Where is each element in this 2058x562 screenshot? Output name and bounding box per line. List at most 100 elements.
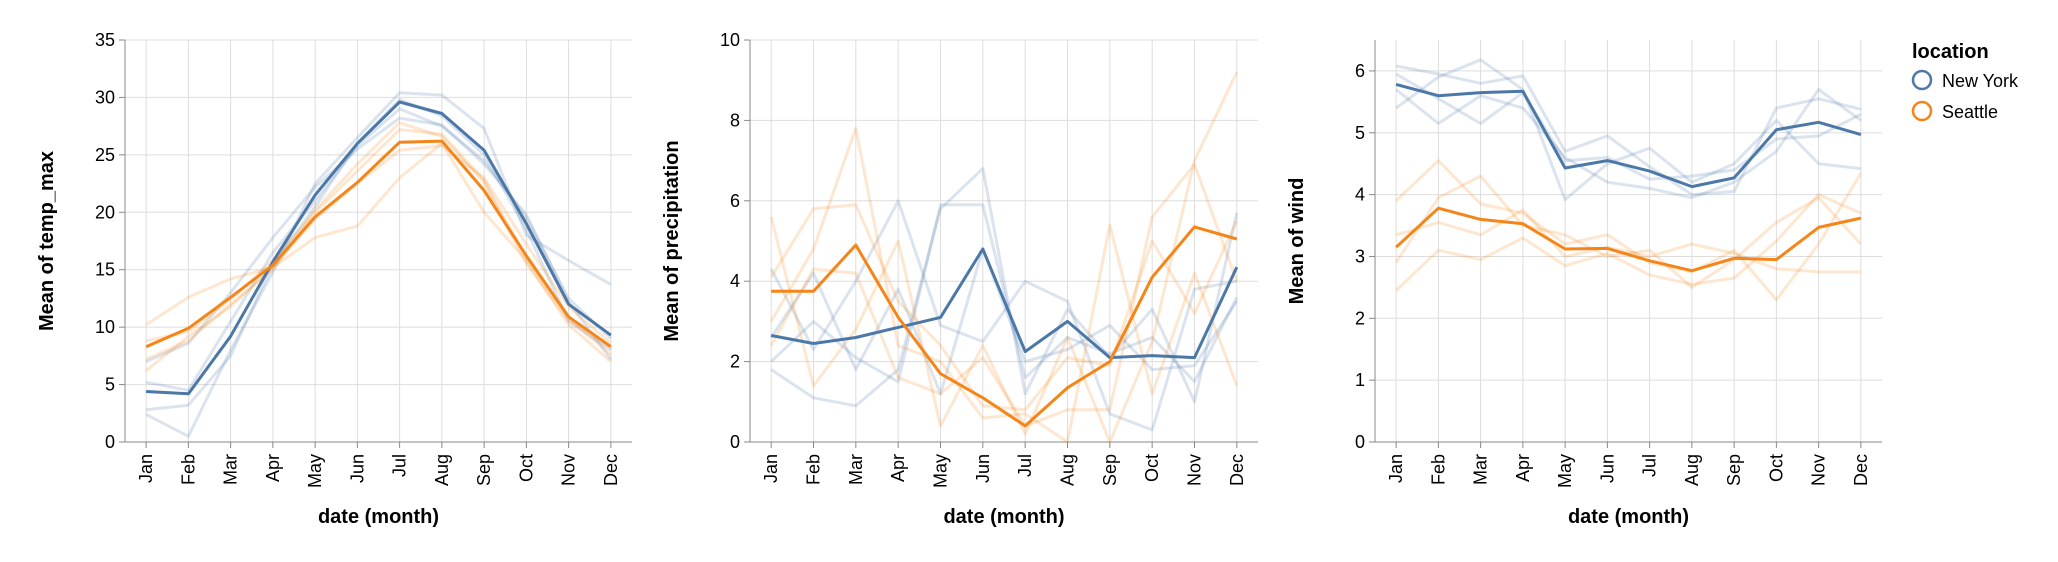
x-tick-label-may: May	[931, 454, 951, 488]
x-tick-label-feb: Feb	[804, 454, 824, 485]
series-lines	[145, 100, 612, 396]
panel-1: 0 5 10 15 20 25 30 35 Jan Feb Mar Apr May Jun Jul Aug Se…	[36, 30, 632, 528]
x-tick-label-mar: Mar	[846, 454, 866, 485]
series-line-new-york	[770, 247, 1239, 360]
x-tick-label-jul: Jul	[1640, 454, 1660, 477]
x-tick-label-dec: Dec	[1227, 454, 1247, 486]
faint-line-new-york-3	[1395, 88, 1862, 200]
x-tick-label-apr: Apr	[1513, 454, 1533, 482]
faint-line-seattle-8	[769, 203, 1239, 412]
x-tick-label-mar: Mar	[221, 454, 241, 485]
y-tick-label: 25	[95, 145, 115, 165]
x-tick-label-nov: Nov	[559, 454, 579, 486]
faint-line-new-york-1	[770, 167, 1239, 408]
legend: location New York Seattle	[1911, 41, 2019, 122]
x-tick-label-aug: Aug	[1682, 454, 1702, 486]
x-tick-label-nov: Nov	[1809, 454, 1829, 486]
y-axis-title: Mean of temp_max	[36, 151, 58, 331]
x-axis-title: date (month)	[1568, 506, 1689, 528]
series-line-new-york	[146, 100, 612, 396]
faint-line-new-york-4	[1395, 72, 1862, 181]
y-tick-label: 1	[1355, 370, 1365, 390]
x-tick-label-may: May	[1555, 454, 1575, 488]
y-tick-label: 6	[1355, 61, 1365, 81]
legend-title: location	[1912, 41, 1989, 63]
legend-label-seattle: Seattle	[1942, 102, 1998, 122]
x-tick-label-apr: Apr	[263, 454, 283, 482]
x-tick-label-oct: Oct	[516, 454, 536, 482]
x-tick-label-sep: Sep	[1100, 454, 1120, 486]
legend-entry-seattle[interactable]: Seattle	[1911, 100, 1998, 122]
x-tick-label-aug: Aug	[1058, 454, 1078, 486]
y-tick-label: 0	[105, 432, 115, 452]
x-tick-label-jan: Jan	[1386, 454, 1406, 483]
x-axis-title: date (month)	[318, 506, 439, 528]
faint-line-seattle-6	[145, 121, 612, 361]
y-tick-label: 20	[95, 202, 115, 222]
x-tick-label-may: May	[305, 454, 325, 488]
y-tick-label: 30	[95, 87, 115, 107]
faint-line-new-york-4	[769, 247, 1239, 396]
x-tick-label-apr: Apr	[888, 454, 908, 482]
x-tick-label-jul: Jul	[390, 454, 410, 477]
x-tick-label-dec: Dec	[601, 454, 621, 486]
x-tick-label-jun: Jun	[1597, 454, 1617, 483]
series-lines	[1395, 83, 1862, 273]
x-axis-title: date (month)	[943, 506, 1064, 528]
faint-line-seattle-7	[769, 163, 1239, 428]
x-tick-label-sep: Sep	[474, 454, 494, 486]
series-line-new-york	[1395, 83, 1862, 189]
series-lines	[770, 225, 1239, 428]
x-tick-label-feb: Feb	[1428, 454, 1448, 485]
y-tick-label: 4	[730, 271, 740, 291]
faint-line-seattle-5	[145, 141, 612, 363]
y-tick-label: 15	[95, 260, 115, 280]
legend-label-new-york: New York	[1942, 71, 2019, 91]
x-tick-label-jan: Jan	[136, 454, 156, 483]
faint-lines	[1394, 58, 1863, 302]
y-tick-label: 5	[105, 375, 115, 395]
legend-symbol-seattle	[1911, 100, 1933, 122]
faint-line-seattle-7	[145, 144, 612, 372]
x-tick-label-mar: Mar	[1471, 454, 1491, 485]
faint-line-seattle-6	[1395, 159, 1863, 302]
x-tick-label-feb: Feb	[178, 454, 198, 485]
panel-2: 0 2 4 6 8 10 Jan Feb Mar Apr May Jun Jul Aug Sep Oct Nov…	[661, 30, 1258, 528]
x-tick-label-dec: Dec	[1851, 454, 1871, 486]
x-tick-label-jan: Jan	[761, 454, 781, 483]
faint-line-new-york-3	[770, 203, 1239, 384]
y-tick-label: 6	[730, 191, 740, 211]
y-tick-label: 0	[1355, 432, 1365, 452]
y-tick-label: 4	[1355, 185, 1365, 205]
y-tick-label: 2	[730, 352, 740, 372]
x-tick-label-oct: Oct	[1142, 454, 1162, 482]
x-tick-label-sep: Sep	[1724, 454, 1744, 486]
y-tick-label: 8	[730, 110, 740, 130]
x-tick-label-aug: Aug	[432, 454, 452, 486]
faint-lines	[769, 71, 1239, 444]
legend-entry-new-york[interactable]: New York	[1911, 69, 2019, 91]
x-tick-label-jun: Jun	[347, 454, 367, 483]
faint-line-seattle-8	[1395, 208, 1861, 274]
faint-line-seattle-5	[769, 71, 1239, 444]
panel-3: 0 1 2 3 4 5 6 Jan Feb Mar Apr May Jun Jul Aug Sep Oct Nov…	[1286, 40, 1882, 528]
y-tick-label: 10	[95, 317, 115, 337]
y-tick-label: 0	[730, 432, 740, 452]
x-tick-label-jul: Jul	[1015, 454, 1035, 477]
faint-line-seattle-5	[1395, 193, 1862, 292]
y-axis-title: Mean of precipitation	[661, 140, 683, 341]
y-axis-title: Mean of wind	[1286, 178, 1308, 305]
y-tick-label: 10	[720, 30, 740, 50]
faint-line-new-york-2	[145, 107, 612, 392]
y-tick-label: 3	[1355, 246, 1365, 266]
faint-line-new-york-2	[769, 199, 1238, 432]
series-line-seattle	[771, 225, 1238, 428]
faint-line-seattle-6	[769, 126, 1239, 444]
x-tick-label-jun: Jun	[973, 454, 993, 483]
y-tick-label: 2	[1355, 308, 1365, 328]
x-tick-label-oct: Oct	[1766, 454, 1786, 482]
legend-symbol-new-york	[1911, 69, 1933, 91]
faint-line-new-york-1	[1395, 64, 1862, 197]
